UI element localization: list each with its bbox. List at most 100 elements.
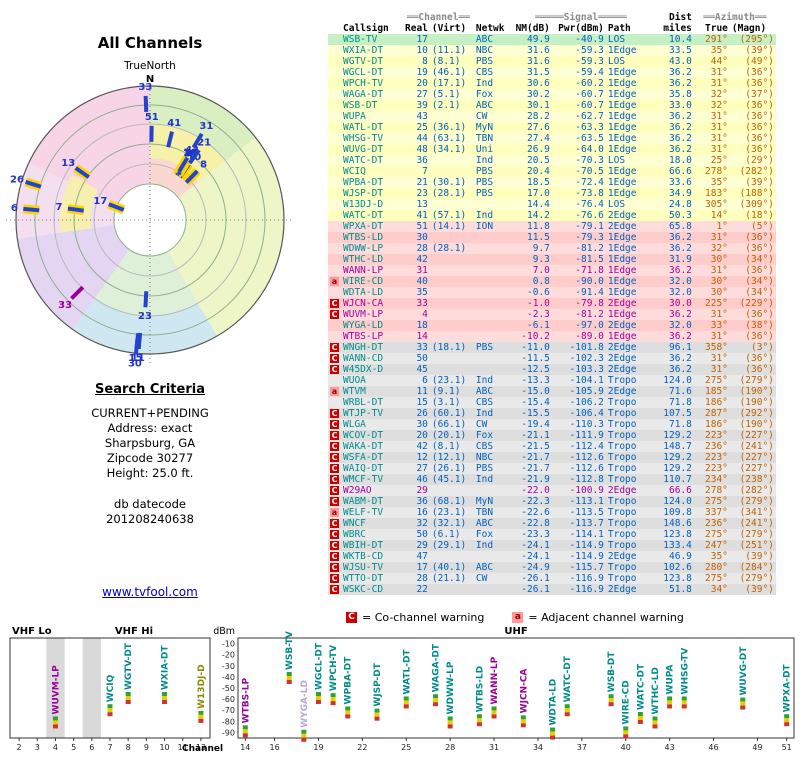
table-row: WTBS-LD 30 11.5 -79.3 1Edge 36.2 31° (36°) <box>328 232 776 243</box>
table-row: WPBA-DT 21 (30.1) PBS 18.5 -72.4 1Edge 33.6 35°(… <box>328 177 776 188</box>
table-row: C WAKA-DT 42 (8.1) CBS -21.5 -112.4 Tropo 148.7 2… <box>328 441 776 452</box>
co-channel-badge: C <box>330 310 339 319</box>
table-row: C WKTB-CD 47 -24.1 -114.9 2Edge 46.9 35° (39°) <box>328 551 776 562</box>
callsign-header: Callsign <box>343 23 389 34</box>
svg-text:14: 14 <box>240 743 250 752</box>
true-north-label: TrueNorth <box>124 60 176 72</box>
svg-text:-40: -40 <box>222 673 235 682</box>
table-row: C WMCF-TV 46 (45.1) Ind -21.9 -112.8 Tropo 110.7… <box>328 474 776 485</box>
svg-text:VHF Hi: VHF Hi <box>115 626 153 637</box>
svg-text:13: 13 <box>196 743 206 752</box>
station-label: WTBS-LP <box>241 677 251 723</box>
radar-channel-label: 7 <box>56 202 63 213</box>
table-row: WRBL-DT 15 (3.1) CBS -15.4 -106.2 Tropo 71.8 186… <box>328 397 776 408</box>
radar-channel-label: 8 <box>200 159 207 170</box>
nm-header: NM(dB) <box>515 23 550 34</box>
co-channel-badge: C <box>330 541 339 550</box>
radar-channel-label: 13 <box>61 158 75 169</box>
station-label: WGTV-DT <box>124 642 134 690</box>
radar-channel-label: 17 <box>93 196 107 207</box>
db-datecode-label: db datecode <box>114 497 186 511</box>
table-row: C WNCF 32 (32.1) ABC -22.8 -113.7 Tropo 148.6 236… <box>328 518 776 529</box>
svg-text:-80: -80 <box>222 717 235 726</box>
svg-text:16: 16 <box>269 743 279 752</box>
station-label: WJCN-CA <box>519 669 529 714</box>
co-channel-badge: C <box>330 563 339 572</box>
svg-text:UHF: UHF <box>504 626 527 637</box>
table-row: WPXA-DT 51 (14.1) ION 11.8 -79.1 2Edge 65.8 1° (5… <box>328 221 776 232</box>
station-table: ══Channel══ ═════Signal═════ Dist ══Azim… <box>328 12 776 595</box>
table-row: C WJSU-TV 17 (40.1) ABC -24.9 -115.7 Tropo 102.6… <box>328 562 776 573</box>
svg-text:19: 19 <box>313 743 323 752</box>
co-channel-badge: C <box>330 530 339 539</box>
table-row: C WTJP-TV 26 (60.1) Ind -15.5 -106.4 Tropo 107.5… <box>328 408 776 419</box>
adjacent-channel-legend-item: a = Adjacent channel warning <box>512 611 684 624</box>
table-row: WDWW-LP 28 (28.1) 9.7 -81.2 1Edge 36.2 32° (36°) <box>328 243 776 254</box>
table-row: C WJCN-CA 33 -1.0 -79.8 2Edge 30.0 225° (229°) <box>328 298 776 309</box>
table-row: WYGA-LD 18 -6.1 -97.0 2Edge 32.0 33° (38°) <box>328 320 776 331</box>
magn-az-header: (Magn) <box>731 23 767 34</box>
co-channel-badge: C <box>330 497 339 506</box>
site-link-wrap: www.tvfool.com <box>20 585 280 599</box>
radar-channel-label: 41 <box>167 118 181 129</box>
co-channel-badge: C <box>330 354 339 363</box>
table-row: WJSP-DT 23 (28.1) PBS 17.0 -73.8 1Edge 34.9 183°… <box>328 188 776 199</box>
svg-text:-10: -10 <box>222 640 235 649</box>
table-row: WSB-TV 17 ABC 49.9 -40.9 LOS 10.4 291° (295°) <box>328 34 776 45</box>
svg-text:dBm: dBm <box>213 626 235 637</box>
table-header-group-row: ══Channel══ ═════Signal═════ Dist ══Azim… <box>328 12 776 23</box>
table-row: WHSG-TV 44 (63.1) TBN 27.4 -63.5 1Edge 36.2 31°(… <box>328 133 776 144</box>
chart-legend: C = Co-channel warning a = Adjacent chan… <box>346 611 684 624</box>
tvfool-link[interactable]: www.tvfool.com <box>102 585 198 599</box>
svg-text:11: 11 <box>178 743 188 752</box>
adjacent-channel-badge: a <box>330 277 339 286</box>
station-label: WAGA-DT <box>432 643 442 692</box>
svg-text:3: 3 <box>35 743 40 752</box>
station-label: WIRE-CD <box>622 680 632 724</box>
channel-axis-label: Channel <box>182 744 224 754</box>
vhf-spectrum-chart: VHF Lo VHF Hi dBm -10 -20 -30 -40 -50 -60 -70 -80 -… <box>9 626 235 752</box>
co-channel-badge: C <box>330 464 339 473</box>
station-label: WSB-TV <box>285 631 295 670</box>
svg-text:-70: -70 <box>222 706 235 715</box>
real-header: Real <box>405 23 428 34</box>
table-row: WUVG-DT 48 (34.1) Uni 26.9 -64.0 1Edge 36.2 31°(… <box>328 144 776 155</box>
svg-text:-50: -50 <box>222 684 235 693</box>
co-channel-badge: C <box>330 453 339 462</box>
table-row: WGTV-DT 8 (8.1) PBS 31.6 -59.3 LOS 43.0 44° (49°) <box>328 56 776 67</box>
table-row: WANN-LP 31 7.0 -71.8 1Edge 36.2 31° (36°) <box>328 265 776 276</box>
station-label: WPBA-DT <box>344 656 354 705</box>
station-label: WATC-DT <box>636 663 646 710</box>
adjacent-channel-legend-text: = Adjacent channel warning <box>528 611 684 624</box>
table-row: WUOA 6 (23.1) Ind -13.3 -104.1 Tropo 124.0 275°(… <box>328 375 776 386</box>
svg-text:28: 28 <box>445 743 455 752</box>
radar-channel-label: 26 <box>10 174 24 185</box>
azimuth-group-header: ══Azimuth══ <box>703 12 767 23</box>
radar-channel-label: 15 <box>129 353 143 364</box>
table-row: C WABM-DT 36 (68.1) MyN -22.3 -113.1 Tropo 124.0… <box>328 496 776 507</box>
table-row: C W29AO 29 -22.0 -100.9 2Edge 66.6 278° (282°) <box>328 485 776 496</box>
channel-group-header: ══Channel══ <box>406 12 470 23</box>
table-row: WATC-DT 41 (57.1) Ind 14.2 -76.6 2Edge 50.3 14°(… <box>328 210 776 221</box>
table-row: C W45DX-D 45 -12.5 -103.3 2Edge 36.2 31° (36°) <box>328 364 776 375</box>
svg-text:49: 49 <box>752 743 762 752</box>
search-address-type: Address: exact <box>107 421 193 435</box>
svg-text:-90: -90 <box>222 728 235 737</box>
co-channel-badge: C <box>330 299 339 308</box>
table-row: C WBRC 50 (6.1) Fox -23.3 -114.1 Tropo 123.8 275°… <box>328 529 776 540</box>
svg-text:22: 22 <box>357 743 367 752</box>
table-row: W13DJ-D 13 14.4 -76.4 LOS 24.8 305° (309°) <box>328 199 776 210</box>
table-row: C WUVM-LP 4 -2.3 -81.2 1Edge 36.2 31° (36°) <box>328 309 776 320</box>
table-row: WATC-DT 36 Ind 20.5 -70.3 LOS 18.0 25° (29°) <box>328 155 776 166</box>
co-channel-badge: C <box>330 343 339 352</box>
search-height: Height: 25.0 ft. <box>106 466 194 480</box>
co-channel-badge: C <box>330 475 339 484</box>
co-channel-badge: C <box>330 486 339 495</box>
co-channel-badge: C <box>330 431 339 440</box>
svg-text:-30: -30 <box>222 662 235 671</box>
co-channel-badge: C <box>330 574 339 583</box>
adjacent-channel-badge: a <box>330 508 339 517</box>
table-row: WPCH-TV 20 (17.1) Ind 30.6 -60.2 1Edge 36.2 31°(… <box>328 78 776 89</box>
radar-channel-label: 21 <box>197 138 211 149</box>
